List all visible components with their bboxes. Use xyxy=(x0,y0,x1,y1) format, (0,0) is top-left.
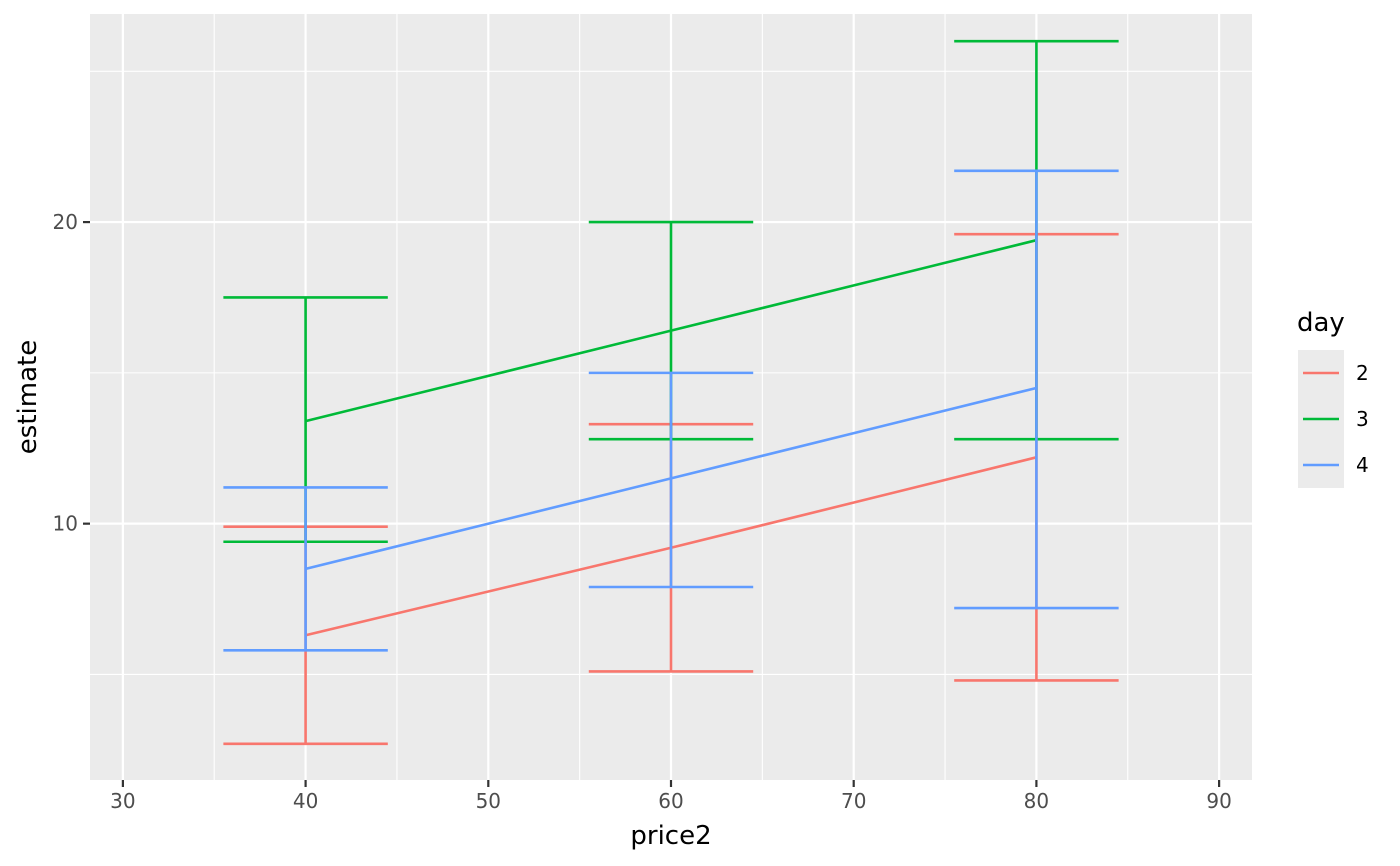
x-tick-label: 80 xyxy=(1024,789,1049,813)
series-line xyxy=(305,238,1037,423)
legend: day 2 3 4 xyxy=(1297,308,1369,488)
legend-label: 4 xyxy=(1356,453,1369,477)
x-tick-label: 50 xyxy=(476,789,501,813)
legend-item-day-4: 4 xyxy=(1298,442,1369,488)
x-tick-label: 30 xyxy=(110,789,135,813)
series-layer xyxy=(223,39,1119,746)
legend-title: day xyxy=(1297,308,1345,338)
x-tick-label: 60 xyxy=(658,789,683,813)
legend-label: 3 xyxy=(1356,407,1369,431)
y-tick-label: 20 xyxy=(53,210,78,234)
x-tick-label: 70 xyxy=(841,789,866,813)
legend-label: 2 xyxy=(1356,361,1369,385)
x-tick-label: 90 xyxy=(1206,789,1231,813)
legend-items: 2 3 4 xyxy=(1298,350,1369,488)
y-axis-title: estimate xyxy=(13,340,43,454)
y-tick-label: 10 xyxy=(53,512,78,536)
x-axis: 30 40 50 60 70 80 90 xyxy=(110,780,1232,813)
series-line xyxy=(305,386,1037,571)
series-day-4 xyxy=(223,169,1119,652)
x-axis-title: price2 xyxy=(630,821,711,851)
x-tick-label: 40 xyxy=(293,789,318,813)
errorbar xyxy=(588,371,754,589)
legend-item-day-2: 2 xyxy=(1298,350,1369,396)
errorbar xyxy=(954,169,1119,610)
y-axis: 10 20 xyxy=(53,210,90,536)
legend-item-day-3: 3 xyxy=(1298,396,1369,442)
